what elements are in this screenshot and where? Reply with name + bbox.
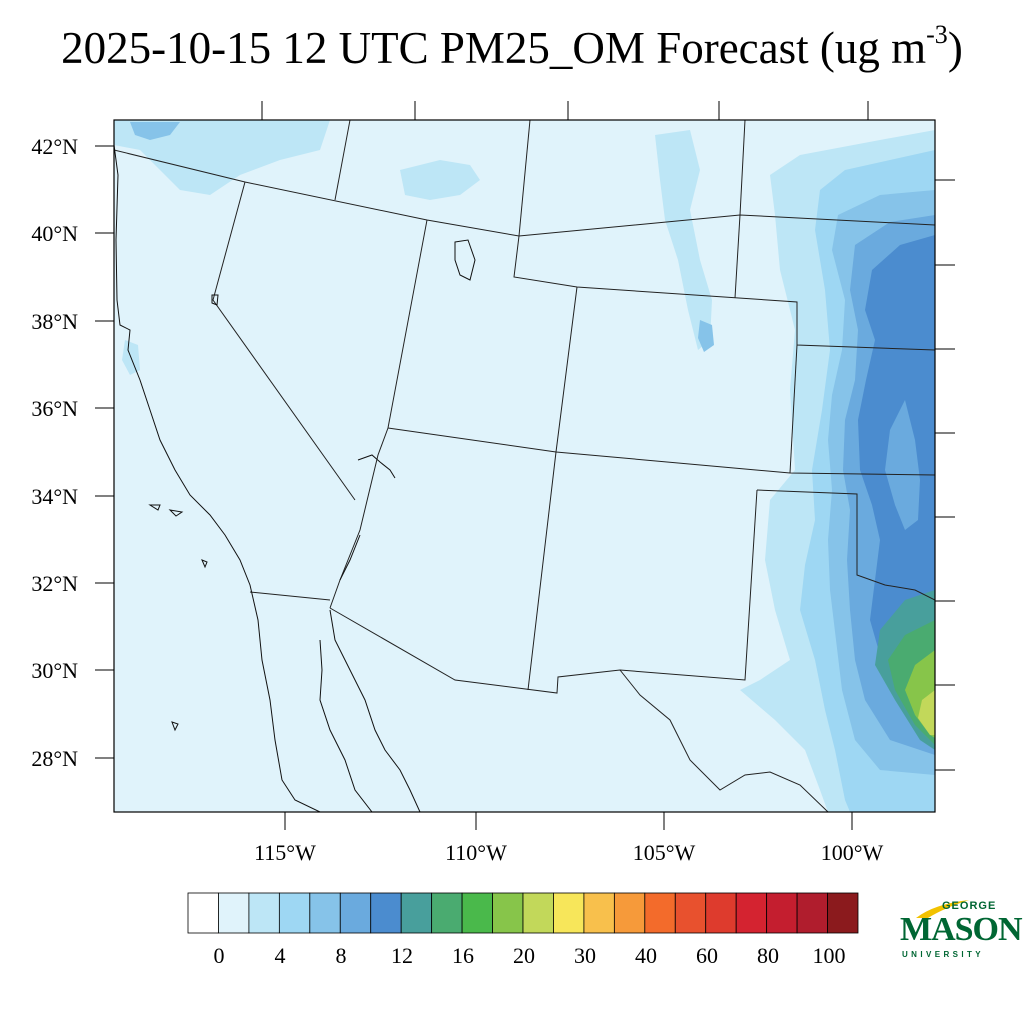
state-boundaries: [114, 120, 935, 812]
map-title: 2025-10-15 12 UTC PM25_OM Forecast (ug m…: [0, 20, 1024, 74]
colorbar-swatch: [674, 892, 707, 934]
lon-label: 100°W: [821, 840, 884, 865]
gmu-logo: GEORGE MASON UNIVERSITY: [896, 898, 1023, 968]
channel-island-4: [171, 721, 179, 732]
wyoming-east: [518, 120, 531, 237]
colorbar-swatch: [248, 892, 280, 934]
lat-label: 36°N: [31, 396, 78, 421]
bottom-ticks: [284, 812, 853, 830]
lat-label: 34°N: [31, 484, 78, 509]
wyoming-south: [513, 235, 935, 351]
gulf-california-coast: [329, 534, 421, 812]
plume-nw-patch: [114, 120, 330, 195]
colorbar-label: 20: [513, 943, 535, 968]
colorbar-label: 12: [391, 943, 413, 968]
colorbar-swatch: [522, 892, 554, 934]
right-ticks: [935, 179, 955, 771]
channel-island-1: [148, 504, 161, 511]
plume-inner-lobe: [885, 400, 920, 530]
title-text: 2025-10-15 12 UTC PM25_OM Forecast (ug m: [61, 23, 927, 73]
oklahoma-panhandle: [756, 489, 935, 601]
colorbar-swatch: [309, 892, 341, 934]
lon-label: 110°W: [445, 840, 507, 865]
utah-west: [387, 219, 428, 429]
rio-grande: [619, 669, 829, 812]
colorbar-label: 4: [275, 943, 286, 968]
colorbar-swatch: [431, 892, 463, 934]
lat-label: 40°N: [31, 221, 78, 246]
colorbar-labels: 0 4 8 12 16 20 30 40 60 80 100: [214, 943, 846, 968]
colorbar-swatch: [400, 892, 433, 934]
colorbar-label: 80: [757, 943, 779, 968]
colorbar-label: 0: [214, 943, 225, 968]
colorbar-swatch: [370, 892, 402, 934]
plume-idaho-patch: [400, 160, 480, 200]
colorado-east: [789, 344, 798, 474]
arizona-west: [329, 427, 389, 609]
gmu-mason-text: MASON: [900, 911, 1023, 948]
colorbar-swatch: [492, 892, 524, 934]
colorbar-swatch: [218, 892, 250, 934]
colorbar-swatch: [583, 892, 615, 934]
longitude-labels: 115°W 110°W 105°W 100°W: [254, 840, 883, 865]
colorbar-label: 16: [452, 943, 474, 968]
colorbar-swatch: [766, 892, 798, 934]
channel-island-2: [168, 509, 184, 517]
lat-label: 32°N: [31, 571, 78, 596]
colorbar-swatch: [705, 892, 737, 934]
map-frame: [113, 119, 936, 813]
colorbar-swatch: [187, 892, 219, 934]
colorbar: [187, 892, 859, 934]
lake-mead: [357, 454, 396, 479]
lat-label: 28°N: [31, 746, 78, 771]
top-ticks: [261, 101, 869, 120]
lat-label: 30°N: [31, 658, 78, 683]
plume-nw-patch-dark: [130, 122, 180, 140]
lat-label: 42°N: [31, 134, 78, 159]
left-ticks: [95, 145, 114, 759]
colorbar-label: 8: [336, 943, 347, 968]
colorbar-swatch: [461, 892, 493, 934]
idaho-border: [334, 120, 351, 201]
colorbar-swatch: [735, 892, 768, 934]
plume-level-20: [918, 690, 935, 735]
pacific-coast: [114, 144, 321, 812]
colorbar-label: 100: [813, 943, 846, 968]
nv-ca-border: [212, 181, 356, 501]
great-salt-lake: [454, 239, 476, 281]
colorbar-swatch: [827, 892, 859, 934]
colorbar-swatch: [339, 892, 372, 934]
us-mexico: [249, 591, 331, 601]
colorbar-swatch: [644, 892, 676, 934]
lake-tahoe: [211, 294, 219, 306]
latitude-labels: 42°N 40°N 38°N 36°N 34°N 32°N 30°N 28°N: [31, 134, 78, 771]
baja-east-coast: [319, 639, 373, 812]
nm-tx-border: [329, 489, 758, 694]
nebraska-sd: [734, 120, 746, 299]
or-ca-nv-border: [114, 149, 935, 237]
gmu-george-text: GEORGE: [942, 900, 997, 912]
channel-island-3: [201, 559, 208, 569]
colorbar-label: 40: [635, 943, 657, 968]
colorbar-swatch: [796, 892, 828, 934]
title-superscript: -3: [926, 20, 948, 49]
colorbar-swatch: [553, 892, 585, 934]
colorbar-label: 30: [574, 943, 596, 968]
lat-label: 38°N: [31, 309, 78, 334]
four-corners-h: [387, 427, 935, 476]
colorbar-label: 60: [696, 943, 718, 968]
plume-colorado-spot: [698, 320, 714, 352]
coastlines: [114, 144, 476, 812]
colorbar-swatch: [613, 892, 646, 934]
title-close: ): [947, 23, 963, 73]
concentration-field: [114, 120, 935, 812]
lon-label: 105°W: [633, 840, 696, 865]
gmu-university-text: UNIVERSITY: [902, 950, 985, 959]
gmu-swoosh-icon: [916, 900, 969, 918]
lon-label: 115°W: [254, 840, 316, 865]
colorbar-swatch: [278, 892, 311, 934]
